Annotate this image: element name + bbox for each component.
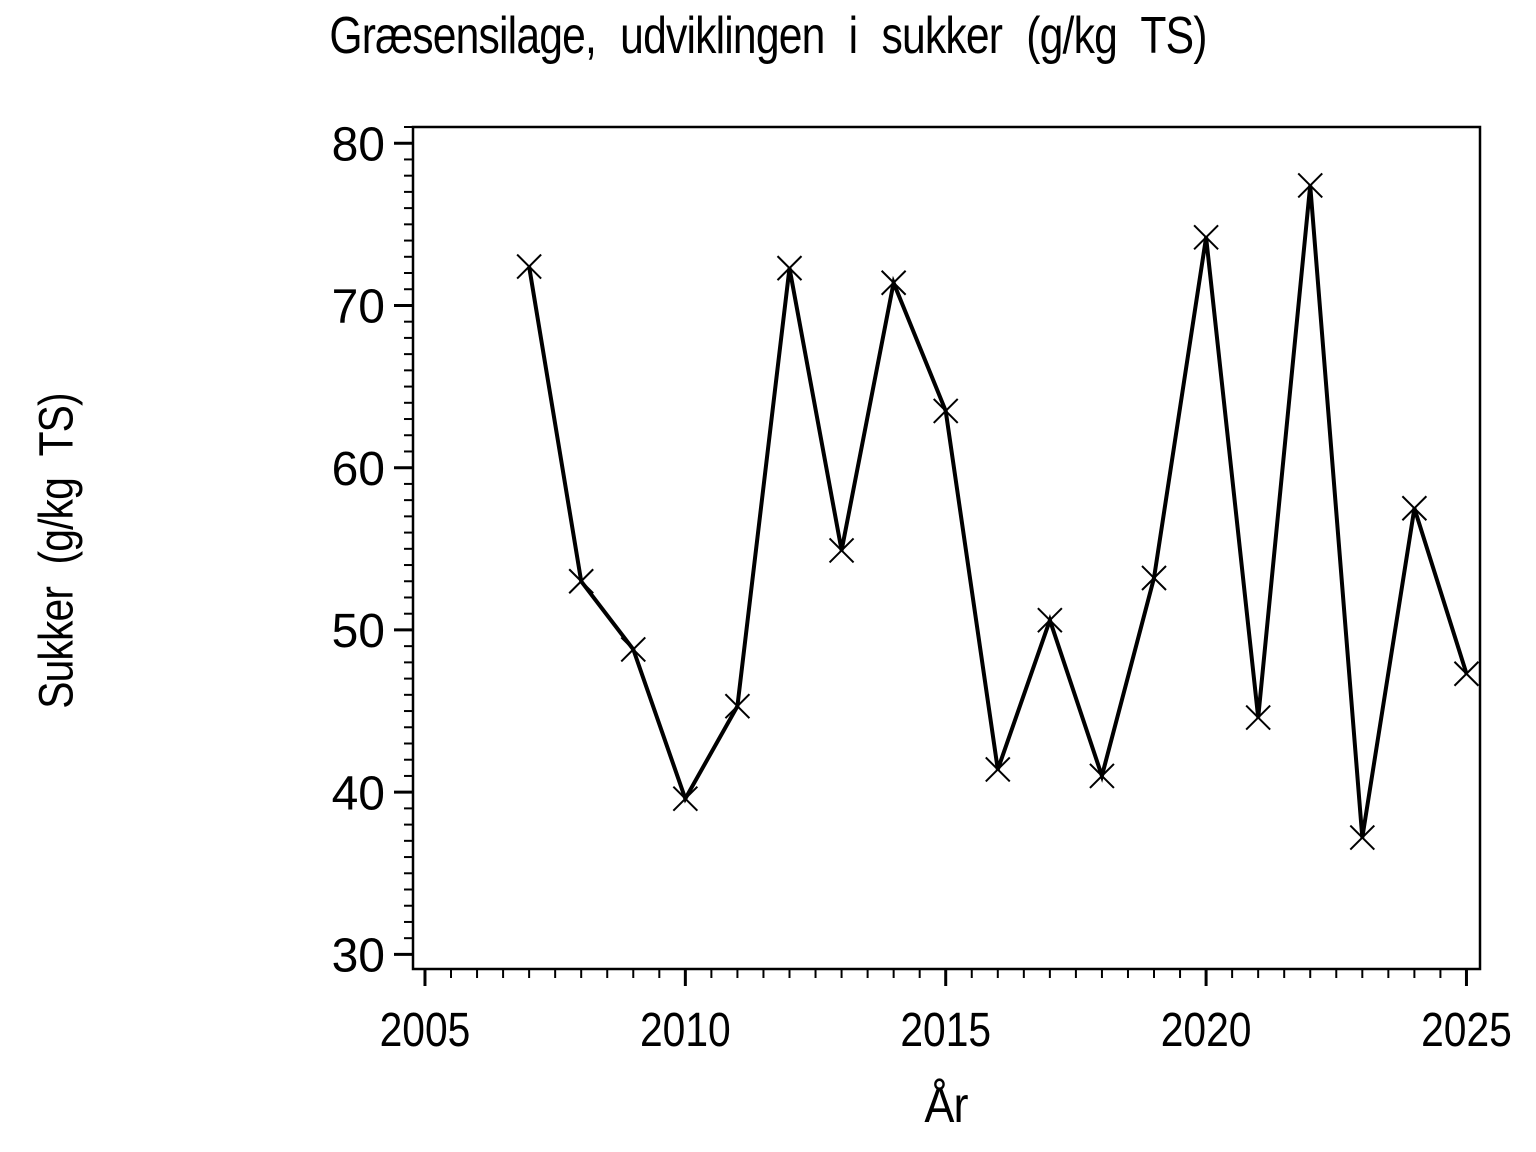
data-point-marker xyxy=(1453,661,1480,687)
data-point-marker xyxy=(620,636,646,663)
data-point-marker xyxy=(724,693,751,719)
data-point-marker xyxy=(1297,172,1323,199)
x-tick-label: 2005 xyxy=(380,1004,471,1057)
y-tick-label: 30 xyxy=(332,930,385,983)
y-tick-label: 40 xyxy=(332,767,385,820)
data-point-marker xyxy=(516,253,542,280)
x-axis-title: År xyxy=(924,1077,968,1133)
data-point-marker xyxy=(1349,824,1376,851)
y-tick-label: 50 xyxy=(332,605,385,658)
data-point-marker xyxy=(828,537,855,564)
data-point-marker xyxy=(568,568,594,594)
x-tick-label: 2025 xyxy=(1421,1004,1512,1057)
data-point-marker xyxy=(880,270,907,296)
chart-title: Græsensilage, udviklingen i sukker (g/kg… xyxy=(329,7,1207,65)
plot-frame xyxy=(411,125,1482,971)
data-point-marker xyxy=(1089,763,1115,789)
data-point-marker xyxy=(933,398,959,424)
x-tick-label: 2020 xyxy=(1161,1004,1252,1057)
x-tick-label: 2010 xyxy=(640,1004,731,1057)
data-point-marker xyxy=(1141,565,1167,591)
data-point-marker xyxy=(1037,607,1063,633)
data-line xyxy=(527,185,1469,838)
data-point-marker xyxy=(985,756,1011,783)
data-point-marker xyxy=(1401,495,1428,521)
data-point-marker xyxy=(1245,704,1271,731)
data-point-marker xyxy=(672,785,699,812)
data-point-marker xyxy=(776,255,803,281)
data-point-marker xyxy=(1193,224,1219,251)
x-tick-label: 2015 xyxy=(900,1004,991,1057)
y-tick-label: 80 xyxy=(332,119,385,172)
y-tick-label: 60 xyxy=(332,443,385,496)
y-tick-label: 70 xyxy=(332,281,385,334)
